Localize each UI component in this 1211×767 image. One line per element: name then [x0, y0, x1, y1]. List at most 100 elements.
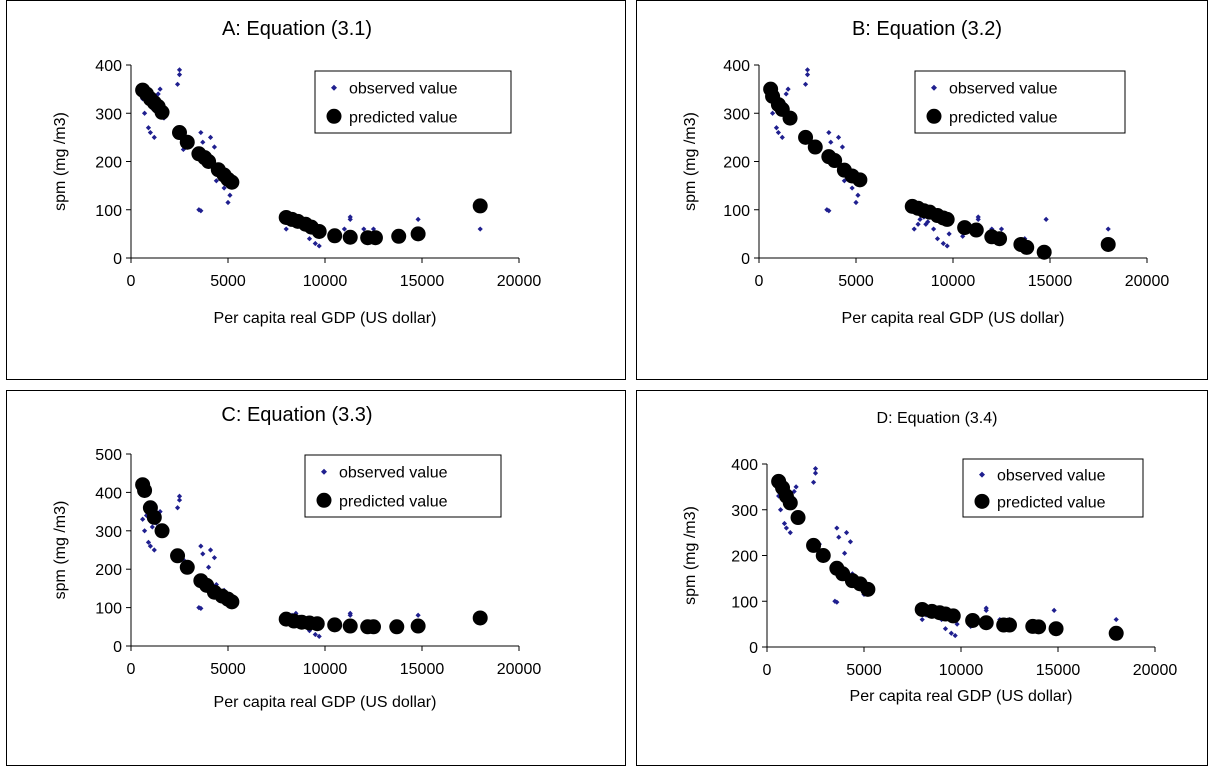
predicted-point: [179, 134, 195, 150]
legend-box: [914, 70, 1126, 134]
observed-point: [211, 555, 218, 561]
observed-point: [804, 72, 811, 78]
legend-label: observed value: [997, 468, 1106, 485]
legend-label: predicted value: [949, 109, 1058, 126]
observed-point: [145, 539, 152, 545]
x-axis-label: Per capita real GDP (US dollar): [842, 310, 1065, 327]
observed-point: [769, 110, 776, 116]
chart-legend: observed value predicted value: [914, 70, 1126, 134]
predicted-point: [1036, 244, 1052, 260]
legend-circle-icon: [316, 492, 332, 508]
y-tick-label: 0: [113, 639, 122, 656]
predicted-point: [170, 548, 186, 564]
observed-point: [793, 484, 799, 490]
legend-label: predicted value: [349, 109, 458, 126]
observed-point: [785, 86, 791, 92]
chart-title: D: Equation (3.4): [877, 410, 998, 427]
observed-point: [944, 243, 950, 249]
y-axis-label: spm (mg /m3): [52, 501, 69, 600]
observed-point: [777, 507, 784, 513]
y-tick-label: 300: [95, 106, 122, 123]
y-tick-label: 200: [723, 155, 750, 172]
observed-point: [828, 139, 834, 145]
predicted-point: [790, 510, 806, 526]
observed-point: [836, 534, 842, 540]
observed-point: [221, 185, 227, 191]
legend-circle-icon: [974, 493, 990, 509]
observed-point: [198, 208, 204, 214]
observed-point: [213, 178, 219, 184]
y-tick-label: 300: [95, 524, 122, 541]
observed-point: [1113, 616, 1119, 623]
y-axis-label: spm (mg /m3): [682, 112, 699, 211]
observed-point: [940, 240, 946, 247]
y-tick-label: 300: [731, 503, 758, 520]
predicted-point: [806, 537, 822, 553]
y-tick-label: 400: [95, 58, 122, 75]
observed-point: [915, 221, 921, 227]
observed-point: [415, 612, 421, 618]
x-tick-label: 5000: [846, 662, 882, 679]
x-tick-label: 20000: [497, 273, 542, 290]
observed-point: [176, 67, 183, 73]
legend-diamond-icon: [979, 471, 985, 478]
predicted-point: [968, 222, 984, 238]
observed-point: [151, 547, 157, 553]
observed-point: [812, 465, 819, 472]
chart-svg: B: Equation (3.2) 0 100 200 300 400 0 5000 10000…: [682, 18, 1169, 327]
observed-point: [942, 626, 949, 632]
predicted-point: [1100, 236, 1116, 252]
observed-point: [779, 134, 785, 140]
predicted-point: [472, 198, 488, 214]
predicted-point: [978, 615, 994, 631]
observed-point: [931, 226, 937, 232]
observed-point: [923, 221, 929, 227]
predicted-point: [1002, 617, 1017, 633]
observed-point: [147, 129, 153, 136]
observed-point: [347, 214, 353, 220]
y-tick-label: 0: [749, 640, 758, 657]
observed-point: [200, 139, 206, 145]
predicted-point: [992, 231, 1008, 247]
observed-point: [952, 632, 958, 639]
legend-label: predicted value: [997, 494, 1106, 511]
observed-point: [1105, 226, 1111, 232]
predicted-point: [815, 548, 831, 563]
observed-point: [174, 505, 181, 511]
observed-point: [207, 547, 214, 553]
x-axis-label: Per capita real GDP (US dollar): [214, 310, 437, 327]
observed-point: [783, 91, 789, 97]
x-tick-label: 15000: [400, 273, 445, 290]
observed-point: [804, 67, 811, 73]
x-tick-label: 15000: [400, 661, 445, 678]
chart-title: A: Equation (3.1): [222, 18, 372, 40]
x-tick-label: 5000: [838, 273, 874, 290]
predicted-point: [782, 495, 798, 511]
observed-point: [839, 144, 846, 150]
chart-legend: observed value predicted value: [304, 454, 502, 518]
x-tick-label: 20000: [1133, 662, 1178, 679]
predicted-point: [327, 228, 343, 244]
predicted-point: [965, 612, 981, 628]
x-tick-label: 15000: [1028, 273, 1073, 290]
chart-title: C: Equation (3.3): [221, 404, 372, 426]
predicted-point: [154, 523, 170, 539]
chart-legend: observed value predicted value: [962, 458, 1144, 518]
observed-point: [198, 543, 204, 549]
chart-panel-d: D: Equation (3.4) 0 100 200 300 400 0 5000 10000…: [636, 390, 1208, 766]
x-tick-label: 10000: [931, 273, 976, 290]
observed-point: [775, 129, 781, 136]
predicted-point: [410, 618, 426, 634]
predicted-point: [366, 619, 381, 635]
observed-point: [783, 525, 789, 531]
observed-point: [213, 581, 219, 588]
predicted-point: [798, 129, 814, 145]
observed-point: [849, 185, 855, 191]
observed-point: [198, 129, 204, 136]
y-tick-label: 100: [95, 203, 122, 220]
x-tick-label: 0: [763, 662, 772, 679]
chart-panel-b: B: Equation (3.2) 0 100 200 300 400 0 5000 10000…: [636, 0, 1208, 380]
predicted-point: [1108, 625, 1124, 641]
observed-point: [781, 520, 788, 527]
observed-point: [834, 525, 840, 531]
